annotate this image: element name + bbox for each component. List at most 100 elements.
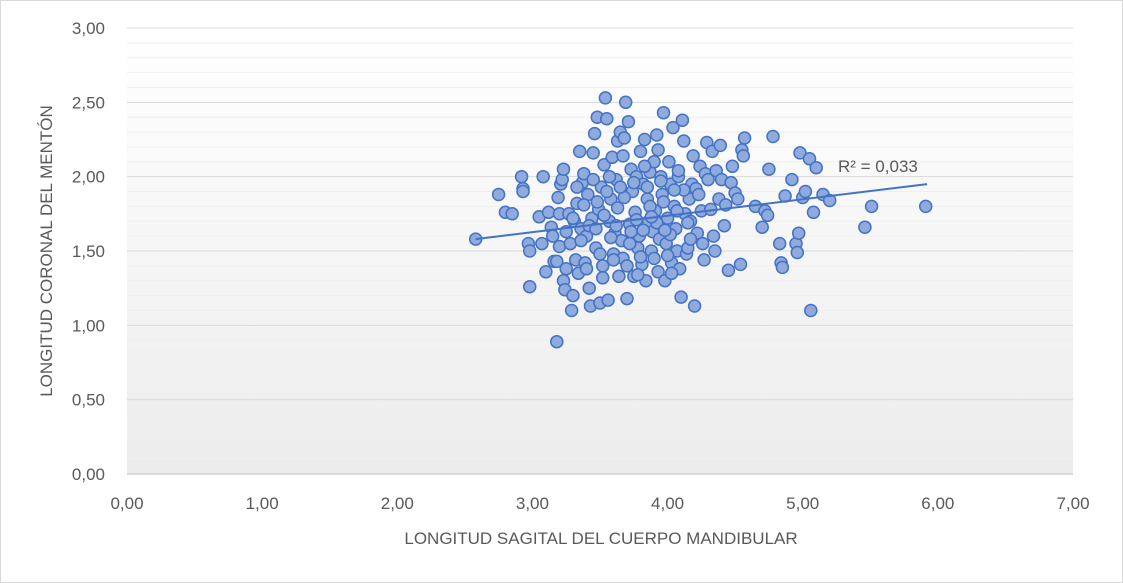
data-point (505, 207, 519, 221)
data-point (785, 172, 799, 187)
data-point (522, 244, 537, 258)
r-squared-label: R² = 0,033 (838, 157, 918, 176)
data-point (804, 303, 818, 318)
data-point (675, 113, 690, 127)
data-point (627, 175, 641, 190)
data-point (620, 291, 634, 306)
data-point (617, 131, 632, 145)
data-point (539, 265, 553, 279)
y-tick-label: 0,00 (72, 465, 105, 484)
data-point (618, 95, 633, 110)
y-tick-label: 0,50 (72, 391, 105, 410)
data-point (597, 158, 611, 172)
data-point (656, 105, 671, 120)
data-point (790, 245, 805, 260)
data-point (579, 262, 594, 276)
data-point (600, 111, 614, 126)
data-point (664, 266, 679, 281)
data-point (737, 131, 752, 145)
data-point (733, 257, 748, 272)
data-point (535, 236, 549, 251)
data-point (858, 220, 872, 234)
data-point (708, 244, 722, 258)
x-axis-title: LONGITUD SAGITAL DEL CUERPO MANDIBULAR (404, 529, 797, 548)
data-point (551, 190, 565, 205)
data-point (541, 205, 556, 220)
data-point (918, 199, 933, 214)
data-point (656, 195, 671, 209)
x-axis-tick-labels: 0,00 1,00 2,00 3,00 4,00 5,00 6,00 7,00 (110, 494, 1089, 513)
data-point (806, 205, 821, 220)
data-point (516, 184, 530, 199)
data-point (577, 166, 591, 181)
data-point (622, 236, 637, 251)
data-point (633, 250, 648, 264)
x-tick-label: 5,00 (786, 494, 819, 513)
data-point (658, 223, 672, 237)
data-point (666, 120, 680, 135)
data-point (572, 144, 587, 159)
data-point (586, 146, 600, 160)
data-point (717, 218, 732, 233)
data-point (620, 259, 634, 273)
data-point (550, 254, 564, 269)
data-point (802, 152, 817, 166)
y-tick-label: 3,00 (72, 19, 105, 38)
y-axis-title: LONGITUD CORONAL DEL MENTÓN (37, 105, 56, 397)
data-point (613, 180, 628, 194)
data-point (651, 265, 665, 279)
data-point (721, 263, 736, 278)
data-point (574, 233, 588, 248)
data-point (701, 172, 715, 187)
x-tick-label: 0,00 (110, 494, 143, 513)
data-point (600, 184, 614, 199)
data-point (587, 126, 602, 141)
data-point (597, 208, 611, 223)
data-point (570, 180, 584, 194)
y-tick-label: 1,00 (72, 316, 105, 335)
data-point (731, 192, 745, 206)
data-point (647, 251, 661, 266)
data-point (633, 144, 648, 159)
x-tick-label: 2,00 (381, 494, 414, 513)
data-point (686, 149, 700, 163)
data-point (725, 159, 740, 174)
y-axis-tick-labels: 0,00 0,50 1,00 1,50 2,00 2,50 3,00 (72, 19, 105, 484)
data-point (564, 303, 579, 318)
data-point (637, 132, 652, 147)
data-point (760, 208, 775, 223)
data-point (577, 198, 591, 212)
data-point (616, 149, 630, 163)
data-point (798, 184, 813, 199)
data-point (677, 134, 691, 148)
data-point (671, 163, 686, 178)
data-point (713, 138, 728, 153)
data-point (604, 230, 618, 245)
data-point (640, 180, 655, 194)
data-point (762, 162, 776, 176)
data-point (662, 155, 676, 169)
x-tick-label: 3,00 (516, 494, 549, 513)
data-point (590, 195, 605, 209)
data-point (601, 293, 615, 307)
data-point (612, 269, 626, 284)
data-point (595, 271, 610, 285)
data-point (650, 128, 664, 142)
data-point (636, 223, 650, 237)
data-point (624, 224, 638, 239)
y-tick-label: 1,50 (72, 242, 105, 261)
data-point (691, 187, 706, 202)
data-point (736, 149, 751, 163)
data-point (809, 160, 823, 175)
data-point (793, 146, 807, 160)
data-point (593, 247, 607, 261)
data-point (536, 169, 550, 184)
data-point (522, 279, 537, 294)
data-points (468, 91, 933, 349)
data-point (695, 236, 710, 251)
y-tick-label: 2,00 (72, 168, 105, 187)
data-point (566, 211, 580, 226)
data-point (631, 268, 645, 282)
data-point (621, 114, 636, 129)
data-point (602, 169, 617, 184)
